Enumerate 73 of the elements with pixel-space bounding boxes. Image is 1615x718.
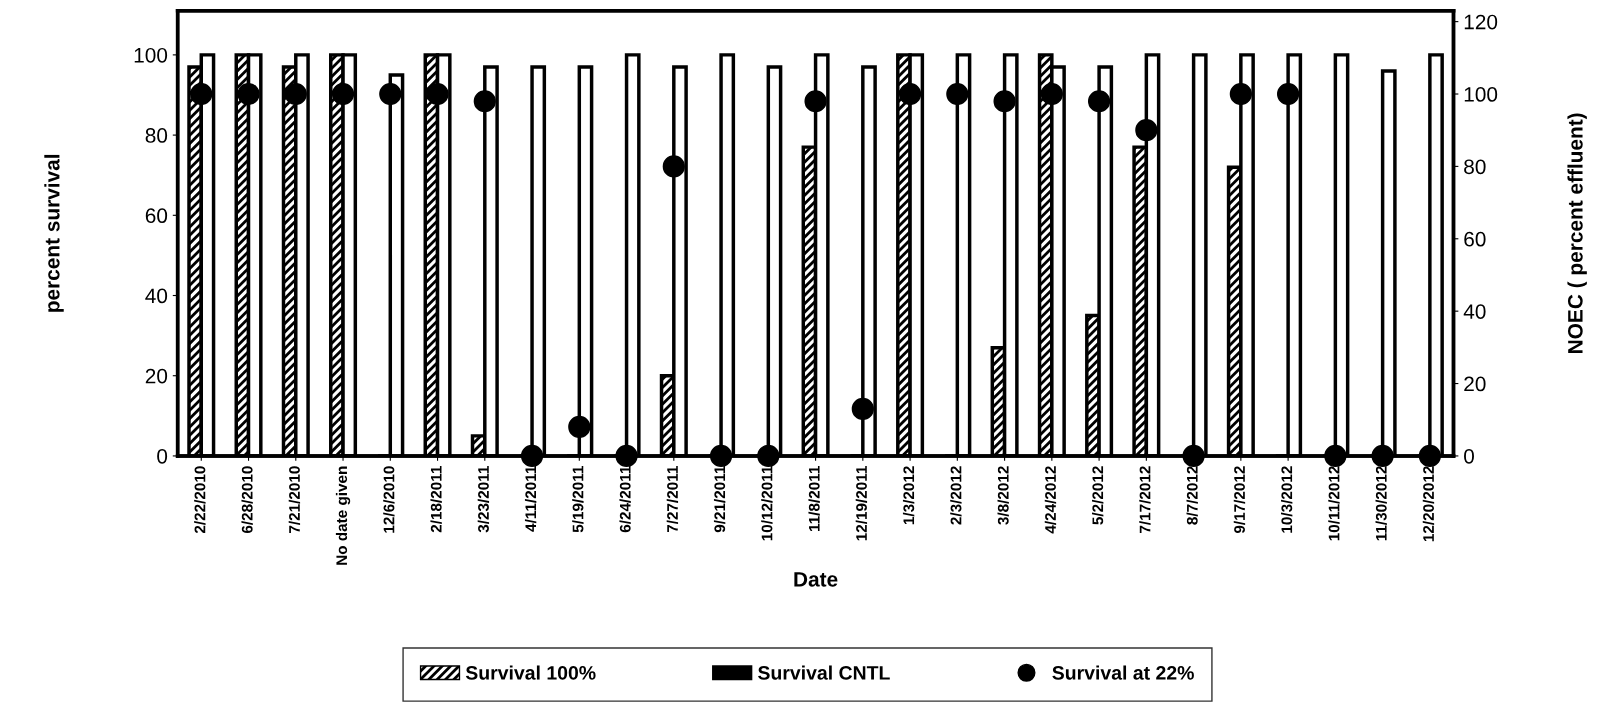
y-tick-label: 40 <box>145 288 168 304</box>
x-tick-label: 4/11/2011 <box>524 466 537 532</box>
y-tick-label: 80 <box>145 128 168 143</box>
point <box>1418 444 1441 468</box>
point <box>568 415 591 439</box>
x-tick-label: 3/8/2012 <box>997 466 1009 525</box>
point <box>520 444 544 468</box>
point <box>284 82 307 106</box>
point <box>190 82 213 106</box>
point <box>993 90 1016 113</box>
x-axis-title: Date <box>794 572 838 587</box>
point <box>662 155 685 178</box>
point <box>1371 444 1394 468</box>
point <box>804 90 827 113</box>
x-tick-label: 10/12/2011 <box>761 466 773 541</box>
x-tick-label: 6/28/2010 <box>241 466 253 534</box>
x-tick-label: 10/3/2012 <box>1280 466 1293 533</box>
x-tick-label: 7/17/2012 <box>1139 466 1151 533</box>
point <box>1277 82 1300 106</box>
point <box>426 82 449 106</box>
point <box>1229 82 1252 106</box>
x-tick-label: 8/7/2012 <box>1186 466 1198 525</box>
x-tick-label: 5/19/2011 <box>572 466 584 533</box>
x-tick-label: 1/3/2012 <box>902 466 915 525</box>
y-axis-title: percent survival <box>44 154 64 312</box>
point <box>379 82 402 106</box>
y-tick-label: 100 <box>134 47 168 63</box>
x-tick-label: 5/2/2012 <box>1091 466 1104 525</box>
point <box>1182 444 1205 468</box>
x-tick-label: 11/8/2011 <box>808 466 820 531</box>
x-tick-label: 4/24/2012 <box>1044 466 1057 534</box>
point <box>1324 444 1347 468</box>
legend-label: Survival CNTL <box>758 665 890 680</box>
point <box>1087 90 1111 113</box>
x-tick-label: 7/21/2010 <box>288 466 301 533</box>
x-tick-label: 11/30/2012 <box>1375 466 1387 541</box>
point <box>946 82 969 106</box>
point <box>473 90 496 113</box>
point <box>1135 119 1158 142</box>
x-tick-label: 9/17/2012 <box>1233 466 1246 534</box>
y-tick-label: 0 <box>157 448 168 464</box>
x-tick-label: No date given <box>335 466 351 565</box>
x-tick-label: 10/11/2012 <box>1328 466 1340 541</box>
point <box>709 444 733 468</box>
point <box>237 82 260 106</box>
x-tick-label: 12/19/2011 <box>855 466 868 541</box>
legend-label: Survival 100% <box>465 665 596 680</box>
point <box>1040 82 1063 106</box>
x-tick-label: 3/23/2011 <box>477 466 490 533</box>
legend-label: Survival at 22% <box>1052 665 1194 680</box>
x-tick-label: 2/22/2010 <box>194 466 206 534</box>
x-tick-label: 7/27/2011 <box>666 466 679 533</box>
x-tick-label: 12/20/2012 <box>1422 466 1435 542</box>
point <box>851 397 874 420</box>
point <box>898 82 922 106</box>
y2-tick-label: 60 <box>1464 231 1486 247</box>
x-tick-label: 2/3/2012 <box>950 466 962 525</box>
x-tick-label: 12/6/2010 <box>383 466 395 533</box>
y2-tick-label: 0 <box>1464 448 1474 464</box>
y2-tick-label: 40 <box>1463 304 1486 319</box>
point <box>757 444 780 468</box>
y-tick-label: 20 <box>145 368 168 384</box>
point <box>615 444 638 468</box>
x-tick-label: 9/21/2011 <box>713 466 726 533</box>
y-tick-label: 60 <box>145 208 168 224</box>
y2-tick-label: 120 <box>1464 14 1498 30</box>
x-tick-label: 2/18/2011 <box>430 466 442 533</box>
y2-axis-title: NOEC ( percent effluent) <box>1567 113 1587 353</box>
y2-tick-label: 80 <box>1464 159 1486 175</box>
point <box>331 82 355 106</box>
y2-tick-label: 100 <box>1464 87 1498 102</box>
x-tick-label: 6/24/2011 <box>619 466 631 533</box>
y2-tick-label: 20 <box>1464 376 1486 392</box>
